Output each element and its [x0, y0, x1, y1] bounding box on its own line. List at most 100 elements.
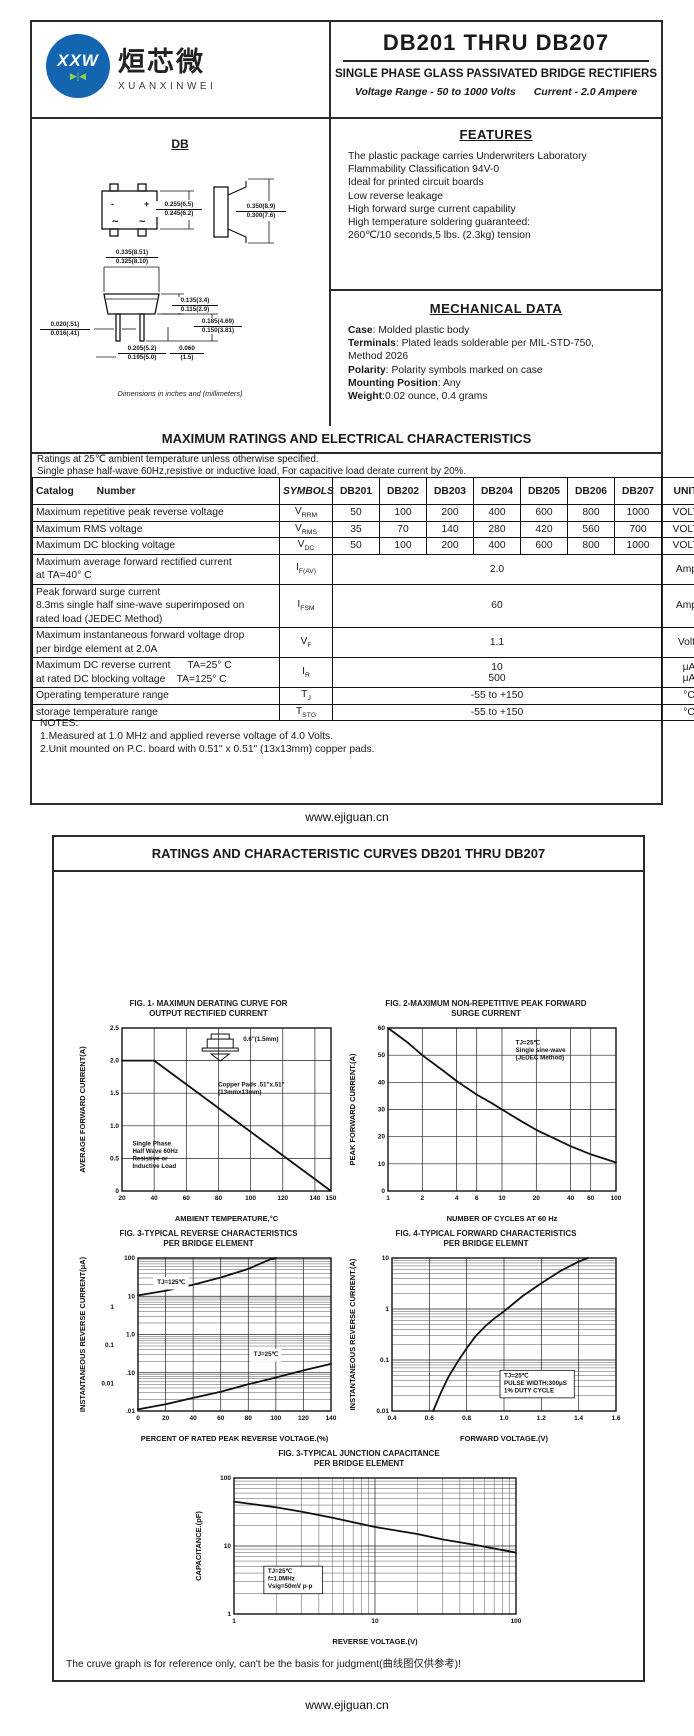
list-item: Case: Molded plastic body: [348, 325, 470, 336]
chart-title: FIG. 4-TYPICAL FORWARD CHARACTERISTICS PE…: [395, 1229, 577, 1248]
svg-text:80: 80: [215, 1195, 223, 1202]
current-rating: Current - 2.0 Ampere: [533, 86, 638, 98]
title-underline: [343, 60, 649, 62]
dim-body-width: 0.335(8.51) 0.325(8.10): [106, 249, 158, 266]
svg-text:0.4: 0.4: [387, 1415, 396, 1422]
dim-lead-width: 0.020(.51) 0.016(.41): [40, 321, 90, 338]
svg-text:60: 60: [183, 1195, 191, 1202]
list-item: Method 2026: [348, 351, 409, 363]
svg-text:100: 100: [124, 1255, 135, 1262]
svg-text:1.2: 1.2: [537, 1415, 546, 1422]
svg-text:1% DUTY CYCLE: 1% DUTY CYCLE: [504, 1387, 554, 1394]
svg-text:TJ=25℃: TJ=25℃: [516, 1039, 541, 1046]
svg-text:6: 6: [475, 1195, 479, 1202]
svg-text:60: 60: [378, 1025, 386, 1032]
svg-text:TJ=25℃: TJ=25℃: [504, 1372, 529, 1379]
svg-text:REVERSE VOLTAGE.(V): REVERSE VOLTAGE.(V): [332, 1637, 418, 1646]
column-divider: [329, 22, 331, 426]
diode-icon: ▶|◀: [69, 70, 87, 81]
svg-text:Vsig=50mV p-p: Vsig=50mV p-p: [268, 1583, 313, 1590]
svg-text:INSTANTANEOUS REVERSE CURRENT.: INSTANTANEOUS REVERSE CURRENT.(A): [348, 1258, 357, 1410]
svg-text:0.01: 0.01: [101, 1380, 114, 1387]
svg-text:100: 100: [220, 1475, 231, 1482]
svg-text:1: 1: [227, 1611, 231, 1618]
svg-text:0.1: 0.1: [105, 1342, 114, 1349]
svg-text:1.0: 1.0: [126, 1332, 135, 1339]
fig4-typical-forward-characteristics: 0.4 0.6 0.8 1.0 1.2 1.4 1.6 0.01 0.1 1 10 TJ=25℃PUL…: [348, 1255, 621, 1443]
svg-text:140: 140: [326, 1415, 337, 1422]
list-item: 2.Unit mounted on P.C. board with 0.51" …: [40, 744, 375, 755]
svg-text:2.5: 2.5: [110, 1025, 119, 1032]
list-item: Low reverse leakage: [348, 190, 444, 202]
svg-text:20: 20: [533, 1195, 541, 1202]
svg-text:1: 1: [232, 1618, 236, 1625]
features-section: FEATURES The plastic package carries Und…: [331, 117, 661, 291]
list-item: Mounting Position: Any: [348, 377, 461, 389]
svg-text:1.6: 1.6: [611, 1415, 620, 1422]
chart-title: FIG. 2-MAXIMUM NON-REPETITIVE PEAK FORWA…: [385, 999, 587, 1018]
svg-text:1.5: 1.5: [110, 1090, 119, 1097]
chart-fig5-capacitance: FIG. 3-TYPICAL JUNCTION CAPACITANCE PER B…: [192, 1449, 526, 1653]
package-name: DB: [171, 137, 189, 151]
svg-text:10: 10: [498, 1195, 506, 1202]
svg-text:Single sine-wave: Single sine-wave: [516, 1047, 566, 1054]
svg-text:Half Wave 60Hz: Half Wave 60Hz: [132, 1148, 178, 1155]
svg-text:10: 10: [371, 1618, 379, 1625]
features-heading: FEATURES: [459, 127, 533, 142]
range-line: Voltage Range - 50 to 1000 Volts Current…: [331, 86, 661, 98]
svg-text:(JEDEC Method): (JEDEC Method): [516, 1054, 564, 1061]
chart-fig4-forward: FIG. 4-TYPICAL FORWARD CHARACTERISTICS PE…: [346, 1229, 626, 1450]
ac-mark: ~: [112, 216, 119, 228]
polarity-minus-mark: -: [111, 199, 114, 209]
list-item: Ideal for printed circuit boards: [348, 177, 484, 189]
svg-text:1: 1: [385, 1306, 389, 1313]
svg-text:50: 50: [378, 1052, 386, 1059]
svg-text:0.5: 0.5: [110, 1155, 119, 1162]
svg-text:20: 20: [378, 1134, 386, 1141]
dim-side-height: 0.350(8.9) 0.300(7.6): [236, 203, 286, 220]
svg-text:10: 10: [224, 1543, 232, 1550]
reference-note: The cruve graph is for reference only, c…: [66, 1659, 461, 1670]
svg-text:4: 4: [455, 1195, 459, 1202]
brand-name-en: XUANXINWEI: [118, 81, 217, 92]
logo: XXW ▶|◀ 烜芯微 XUANXINWEI: [46, 34, 216, 98]
list-item: The plastic package carries Underwriters…: [348, 151, 587, 162]
dim-standoff: 0.060 (1.5): [170, 345, 204, 362]
chart-title: FIG. 1- MAXIMUN DERATING CURVE FOR OUTPUT…: [129, 999, 288, 1018]
svg-text:PEAK FORWARD CURRENT.(A): PEAK FORWARD CURRENT.(A): [348, 1053, 357, 1165]
svg-text:10: 10: [378, 1161, 386, 1168]
subtitle: SINGLE PHASE GLASS PASSIVATED BRIDGE REC…: [334, 68, 658, 80]
list-item: 260℃/10 seconds,5 lbs. (2.3kg) tension: [348, 230, 531, 242]
dim-body-thickness: 0.135(3.4) 0.115(2.9): [172, 297, 218, 314]
svg-text:60: 60: [217, 1415, 225, 1422]
svg-text:0.01: 0.01: [376, 1408, 389, 1415]
list-item: High forward surge current capability: [348, 203, 516, 215]
table-row: Maximum repetitive peak reverse voltage V…: [32, 504, 694, 522]
header: XXW ▶|◀ 烜芯微 XUANXINWEI DB201 THRU DB207 …: [32, 22, 661, 119]
svg-text:140: 140: [309, 1195, 320, 1202]
brand-name-cn: 烜芯微: [118, 47, 205, 77]
svg-text:40: 40: [567, 1195, 575, 1202]
notes-list: 1.Measured at 1.0 MHz and applied revers…: [40, 730, 650, 756]
datasheet-page-2: RATINGS AND CHARACTERISTIC CURVES DB201 …: [52, 835, 645, 1682]
fig2-peak-forward-surge-current: 1 2 4 6 10 20 40 60 100 0 10 20 30 40 50 60 TJ=25℃Single…: [348, 1025, 622, 1223]
svg-text:INSTANTANEOUS REVERSE CURRENT(: INSTANTANEOUS REVERSE CURRENT(μA): [78, 1256, 87, 1412]
svg-text:1: 1: [386, 1195, 390, 1202]
svg-text:f=1.0MHz: f=1.0MHz: [268, 1576, 295, 1583]
chart-fig2-surge: FIG. 2-MAXIMUM NON-REPETITIVE PEAK FORWA…: [346, 999, 626, 1230]
svg-text:0.1: 0.1: [380, 1357, 389, 1364]
svg-text:Single Phase: Single Phase: [132, 1140, 171, 1147]
title-block: DB201 THRU DB207 SINGLE PHASE GLASS PASS…: [331, 22, 661, 117]
svg-text:TJ=25℃: TJ=25℃: [268, 1568, 293, 1575]
table-row: storage temperature range TSTG -55 to +150…: [32, 703, 694, 721]
table-row: Maximum average forward rectified curren…: [32, 553, 694, 585]
svg-text:0.6: 0.6: [425, 1415, 434, 1422]
footer-url: www.ejiguan.cn: [305, 1698, 389, 1712]
footer-url: www.ejiguan.cn: [305, 810, 389, 824]
svg-text:120: 120: [277, 1195, 288, 1202]
dim-lead-length: 0.185(4.69) 0.150(3.81): [194, 318, 242, 335]
ratings-table: Catalog Number SYMBOLS DB201 DB202 DB203 DB20…: [32, 477, 694, 721]
svg-text:1.4: 1.4: [574, 1415, 583, 1422]
